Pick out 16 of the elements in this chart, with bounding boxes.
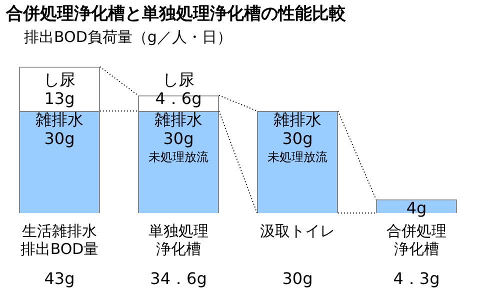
data-label: し尿 4．6g	[155, 70, 202, 108]
chart-title: 合併処理浄化槽と単独処理浄化槽の性能比較	[6, 3, 346, 25]
x-tick-label: 生活雑排水排出BOD量	[20, 222, 99, 258]
text: 30g	[282, 269, 313, 288]
x-tick-label: 汲取トイレ	[260, 222, 335, 240]
data-label: し尿 13g	[44, 70, 76, 108]
text: 4．3g	[393, 269, 440, 288]
text: 34．6g	[150, 269, 207, 288]
text: 43g	[44, 269, 75, 288]
chart-subtitle: 排出BOD負荷量（g／人・日）	[24, 28, 232, 47]
data-label: 雑排水 30g 未処理放流	[148, 110, 208, 164]
x-tick-label: 単独処理浄化槽	[148, 222, 208, 258]
data-label: 雑排水 30g	[36, 110, 84, 148]
data-label: 4g	[406, 198, 427, 218]
data-label: 雑排水 30g 未処理放流	[268, 110, 328, 164]
x-tick-label: 合併処理浄化槽	[386, 222, 446, 258]
